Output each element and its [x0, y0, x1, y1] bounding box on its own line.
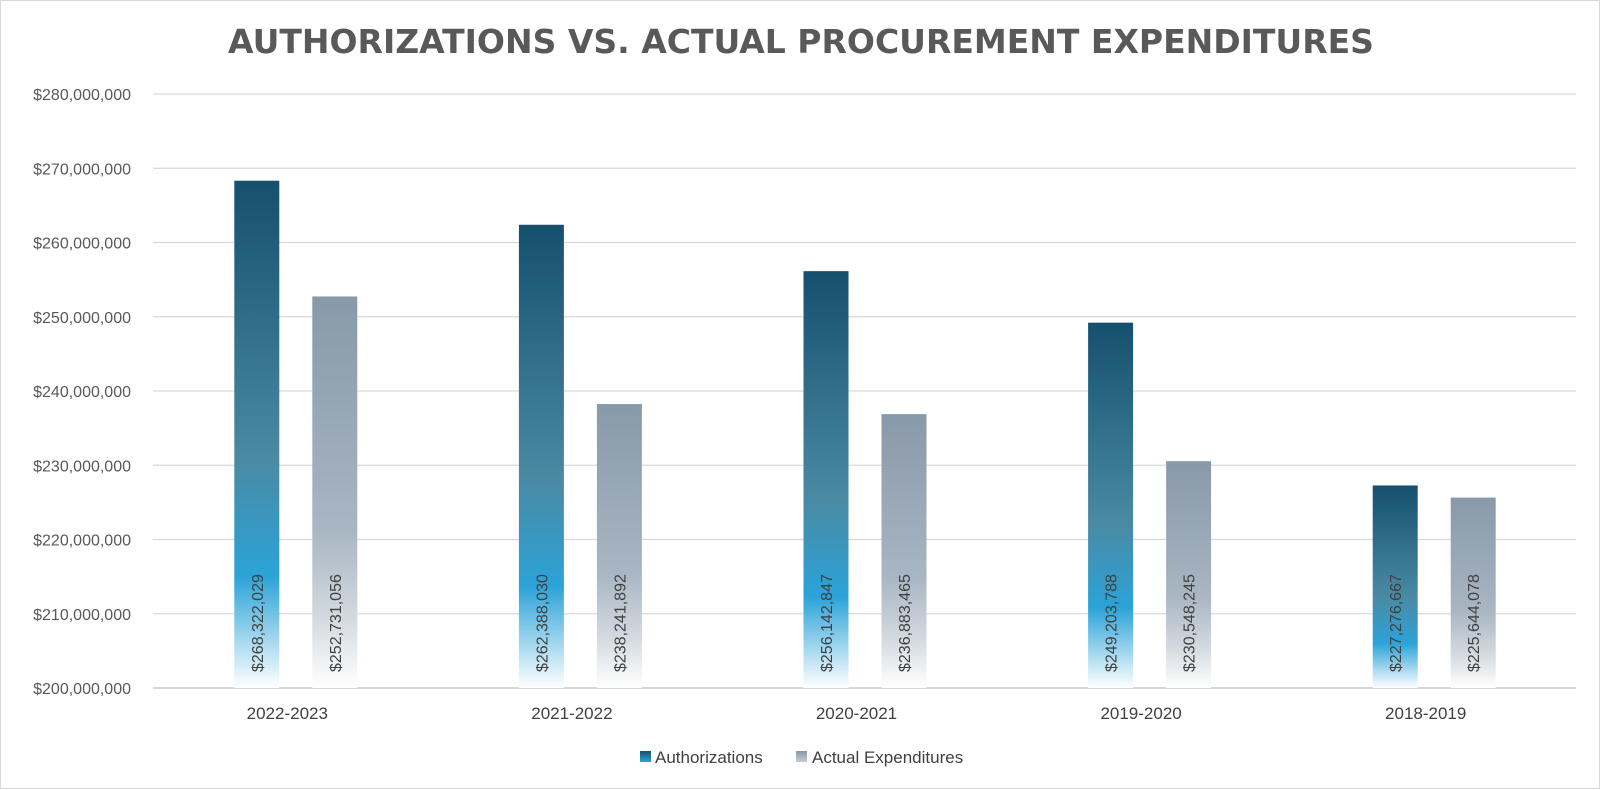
x-tick-label: 2019-2020: [1100, 704, 1181, 723]
bar-authorizations[interactable]: [234, 180, 280, 689]
bar-authorizations[interactable]: [803, 271, 849, 688]
bar-authorizations[interactable]: [1372, 485, 1418, 688]
x-tick-label: 2022-2023: [247, 704, 328, 723]
y-tick-label: $250,000,000: [33, 310, 131, 327]
x-tick-label: 2018-2019: [1385, 704, 1466, 723]
y-tick-label: $270,000,000: [33, 161, 131, 178]
data-label: $230,548,245: [1182, 574, 1199, 672]
y-tick-label: $230,000,000: [33, 458, 131, 475]
bar-actual-expenditures[interactable]: [881, 414, 927, 688]
bar-authorizations[interactable]: [518, 224, 564, 689]
y-tick-label: $220,000,000: [33, 533, 131, 550]
y-tick-label: $240,000,000: [33, 384, 131, 401]
y-tick-label: $200,000,000: [33, 681, 131, 698]
legend-swatch-authorizations: [640, 751, 651, 762]
legend-label-actual-expenditures: Actual Expenditures: [812, 748, 963, 767]
data-label: $236,883,465: [897, 574, 914, 672]
y-axis-ticks: $200,000,000 $210,000,000 $220,000,000 $230…: [33, 87, 131, 698]
y-tick-label: $280,000,000: [33, 87, 131, 104]
gridlines: [153, 93, 1576, 689]
x-axis-ticks: 2022-2023 2021-2022 2020-2021 2019-2020 2018…: [247, 704, 1467, 723]
x-tick-label: 2021-2022: [531, 704, 612, 723]
y-tick-label: $210,000,000: [33, 607, 131, 624]
y-tick-label: $260,000,000: [33, 236, 131, 253]
data-label: $227,276,667: [1388, 574, 1405, 672]
chart-title: AUTHORIZATIONS VS. ACTUAL PROCUREMENT EX…: [228, 22, 1374, 61]
data-label: $268,322,029: [250, 574, 267, 672]
legend-item-authorizations[interactable]: Authorizations: [640, 748, 763, 767]
data-label: $262,388,030: [534, 574, 551, 672]
x-tick-label: 2020-2021: [816, 704, 897, 723]
bar-authorizations[interactable]: [1088, 322, 1134, 688]
bars: $268,322,029 $252,731,056 $262,388,030 $238…: [234, 180, 1496, 689]
bar-actual-expenditures[interactable]: [596, 404, 642, 688]
legend: Authorizations Actual Expenditures: [640, 748, 963, 767]
data-label: $252,731,056: [328, 574, 345, 672]
data-label: $249,203,788: [1104, 574, 1121, 672]
legend-label-authorizations: Authorizations: [655, 748, 763, 767]
data-label: $238,241,892: [612, 574, 629, 672]
bar-actual-expenditures[interactable]: [312, 296, 358, 688]
bar-actual-expenditures[interactable]: [1166, 461, 1212, 688]
data-label: $225,644,078: [1466, 574, 1483, 672]
legend-item-actual-expenditures[interactable]: Actual Expenditures: [796, 748, 963, 767]
bar-actual-expenditures[interactable]: [1450, 497, 1496, 688]
legend-swatch-actual-expenditures: [796, 751, 807, 762]
data-label: $256,142,847: [819, 574, 836, 672]
